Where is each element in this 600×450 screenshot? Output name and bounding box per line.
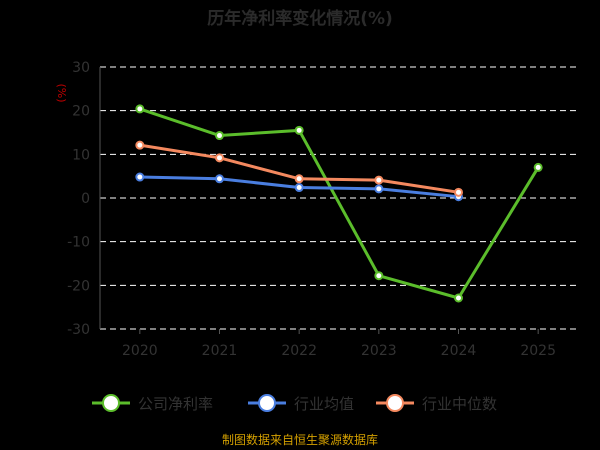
series-line — [138, 107, 540, 300]
legend-label: 行业均值 — [294, 395, 354, 413]
legend-item[interactable]: 行业均值 — [248, 394, 354, 413]
data-point[interactable] — [294, 125, 304, 135]
series-lines — [135, 104, 543, 303]
y-tick-label: -30 — [67, 322, 90, 338]
series-3 — [135, 140, 463, 197]
data-point[interactable] — [374, 271, 384, 281]
data-point[interactable] — [454, 187, 463, 197]
data-point[interactable] — [215, 153, 224, 163]
legend-label: 行业中位数 — [422, 395, 497, 413]
x-tick-label: 2021 — [202, 343, 238, 359]
data-point[interactable] — [454, 293, 463, 303]
x-tick-label: 2023 — [361, 343, 397, 359]
data-point[interactable] — [294, 183, 304, 193]
data-point[interactable] — [135, 104, 145, 114]
axes: 30 20 10 0 -10 -20 -30 2020 2021 2022 2023 2024 2025 — [67, 60, 556, 359]
y-tick-label: -20 — [67, 278, 90, 294]
y-tick-label: 30 — [72, 60, 90, 76]
y-tick-label: 0 — [81, 191, 90, 207]
x-tick-label: 2025 — [520, 343, 556, 359]
y-axis-unit-label: (%) — [55, 83, 68, 102]
legend-item[interactable]: 行业中位数 — [376, 394, 497, 413]
legend-swatch-marker — [258, 394, 276, 412]
data-point[interactable] — [215, 131, 224, 141]
legend: 公司净利率 行业均值 行业中位数 — [92, 394, 497, 413]
legend-swatch-marker — [102, 394, 120, 412]
data-point[interactable] — [533, 162, 543, 172]
legend-item[interactable]: 公司净利率 — [92, 394, 213, 413]
data-point[interactable] — [374, 184, 384, 194]
y-tick-label: 20 — [72, 104, 90, 120]
series-1 — [135, 104, 543, 303]
chart-title: 历年净利率变化情况(%) — [207, 8, 393, 29]
x-tick-label: 2020 — [122, 343, 158, 359]
legend-label: 公司净利率 — [138, 395, 213, 413]
data-point[interactable] — [294, 174, 304, 184]
grid-lines — [100, 66, 578, 330]
data-point[interactable] — [135, 140, 145, 150]
data-point[interactable] — [135, 172, 145, 182]
y-tick-label: 10 — [72, 147, 90, 163]
data-point[interactable] — [374, 175, 384, 185]
data-point[interactable] — [215, 174, 224, 184]
data-source-note: 制图数据来自恒生聚源数据库 — [222, 432, 378, 447]
x-tick-label: 2022 — [281, 343, 317, 359]
y-tick-label: -10 — [67, 235, 90, 251]
legend-swatch-marker — [386, 394, 404, 412]
x-tick-label: 2024 — [441, 343, 477, 359]
